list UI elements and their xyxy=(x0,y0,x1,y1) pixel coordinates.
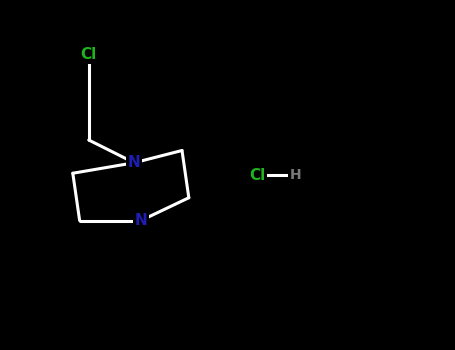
Text: Cl: Cl xyxy=(81,47,97,62)
Text: N: N xyxy=(135,213,147,228)
Text: Cl: Cl xyxy=(249,168,265,182)
Text: N: N xyxy=(128,155,141,170)
Text: H: H xyxy=(290,168,302,182)
